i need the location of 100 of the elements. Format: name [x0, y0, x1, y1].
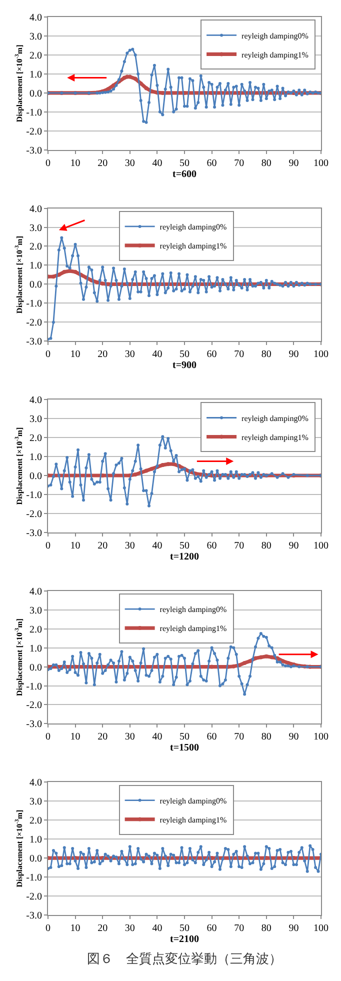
x-tick-label: 70 — [234, 349, 244, 360]
x-tick-label: 50 — [180, 923, 190, 934]
legend-label: reyleigh damping1% — [160, 624, 228, 634]
x-tick-label: 70 — [234, 923, 244, 934]
x-tick-label: 0 — [46, 923, 50, 934]
legend-label: reyleigh damping0% — [160, 796, 228, 806]
y-tick-label: -3.0 — [26, 528, 42, 539]
legend-label: reyleigh damping0% — [160, 605, 228, 614]
x-tick-label: 0 — [46, 349, 50, 360]
y-tick-label: -1.0 — [26, 681, 42, 692]
x-axis-title: t=1200 — [170, 551, 200, 562]
y-tick-label: -3.0 — [26, 336, 42, 348]
x-tick-label: 100 — [314, 732, 328, 743]
x-tick-label: 20 — [98, 923, 108, 934]
legend-label: reyleigh damping1% — [160, 815, 228, 824]
y-tick-label: -3.0 — [26, 910, 42, 922]
y-tick-label: 0.0 — [30, 280, 42, 291]
y-tick-label: 2.0 — [30, 816, 42, 827]
x-tick-label: 10 — [70, 732, 80, 743]
y-tick-label: 1.0 — [30, 69, 42, 80]
x-tick-label: 0 — [46, 732, 50, 743]
y-tick-label: 1.0 — [30, 834, 42, 846]
y-tick-label: 4.0 — [30, 12, 42, 24]
x-axis-title: t=2100 — [170, 934, 200, 945]
x-tick-label: 10 — [70, 349, 80, 360]
y-tick-label: 3.0 — [30, 414, 42, 426]
x-tick-label: 60 — [206, 732, 217, 743]
x-tick-label: 60 — [206, 349, 217, 360]
legend-label: reyleigh damping1% — [242, 432, 309, 442]
y-tick-label: -2.0 — [26, 892, 42, 903]
x-tick-label: 100 — [314, 540, 328, 552]
y-tick-label: -2.0 — [26, 700, 42, 712]
x-tick-label: 70 — [234, 732, 244, 743]
y-tick-label: 4.0 — [30, 204, 42, 215]
x-tick-label: 40 — [152, 732, 162, 743]
x-tick-label: 30 — [124, 732, 135, 743]
y-tick-label: 3.0 — [30, 31, 42, 42]
x-tick-label: 100 — [314, 158, 328, 169]
x-axis-title: t=1500 — [170, 742, 200, 754]
x-tick-label: 40 — [152, 923, 162, 934]
x-tick-label: 100 — [314, 923, 328, 934]
x-tick-label: 0 — [46, 158, 50, 169]
x-tick-label: 70 — [234, 158, 244, 169]
x-tick-label: 80 — [261, 540, 272, 552]
y-tick-label: 3.0 — [30, 605, 42, 616]
x-tick-label: 30 — [124, 349, 135, 360]
y-tick-label: 1.0 — [30, 643, 42, 654]
y-tick-label: 2.0 — [30, 242, 42, 253]
x-tick-label: 20 — [98, 732, 108, 743]
x-tick-label: 10 — [70, 540, 80, 552]
y-tick-label: -1.0 — [26, 298, 42, 310]
x-tick-label: 90 — [288, 540, 299, 552]
y-tick-label: 3.0 — [30, 796, 42, 808]
caption: 図６ 全質点変位挙動（三角波） — [87, 951, 282, 967]
legend-label: reyleigh damping1% — [160, 242, 228, 251]
x-tick-label: 80 — [261, 732, 272, 743]
x-tick-label: 20 — [98, 158, 108, 169]
y-tick-label: 0.0 — [30, 88, 42, 100]
y-tick-label: 0.0 — [30, 471, 42, 482]
y-tick-label: 3.0 — [30, 222, 42, 234]
legend-label: reyleigh damping0% — [242, 31, 309, 40]
x-tick-label: 30 — [124, 158, 135, 169]
y-tick-label: 2.0 — [30, 624, 42, 636]
y-tick-label: 4.0 — [30, 586, 42, 598]
x-tick-label: 70 — [234, 540, 244, 552]
y-tick-label: -2.0 — [26, 126, 42, 138]
y-tick-label: -2.0 — [26, 508, 42, 520]
x-tick-label: 50 — [180, 732, 190, 743]
x-tick-label: 50 — [180, 158, 190, 169]
y-tick-label: 4.0 — [30, 395, 42, 406]
y-tick-label: 2.0 — [30, 50, 42, 62]
legend-label: reyleigh damping0% — [242, 414, 309, 423]
y-tick-label: -3.0 — [26, 145, 42, 156]
x-tick-label: 90 — [288, 923, 299, 934]
x-tick-label: 80 — [261, 158, 272, 169]
legend-label: reyleigh damping1% — [242, 50, 309, 60]
x-tick-label: 50 — [180, 349, 190, 360]
y-tick-label: 4.0 — [30, 778, 42, 789]
x-tick-label: 60 — [206, 158, 217, 169]
x-tick-label: 90 — [288, 158, 299, 169]
x-tick-label: 30 — [124, 923, 135, 934]
x-tick-label: 20 — [98, 540, 108, 552]
x-tick-label: 60 — [206, 923, 217, 934]
x-axis-title: t=900 — [172, 360, 197, 372]
x-tick-label: 20 — [98, 349, 108, 360]
x-tick-label: 60 — [206, 540, 217, 552]
x-tick-label: 10 — [70, 923, 80, 934]
x-tick-label: 90 — [288, 732, 299, 743]
y-tick-label: -2.0 — [26, 318, 42, 329]
x-tick-label: 40 — [152, 540, 162, 552]
x-tick-label: 30 — [124, 540, 135, 552]
x-tick-label: 0 — [46, 540, 50, 552]
x-tick-label: 50 — [180, 540, 190, 552]
y-tick-label: -1.0 — [26, 490, 42, 501]
x-tick-label: 100 — [314, 349, 328, 360]
y-tick-label: -3.0 — [26, 719, 42, 730]
x-tick-label: 40 — [152, 349, 162, 360]
x-tick-label: 40 — [152, 158, 162, 169]
y-tick-label: 0.0 — [30, 662, 42, 674]
y-tick-label: -1.0 — [26, 107, 42, 118]
